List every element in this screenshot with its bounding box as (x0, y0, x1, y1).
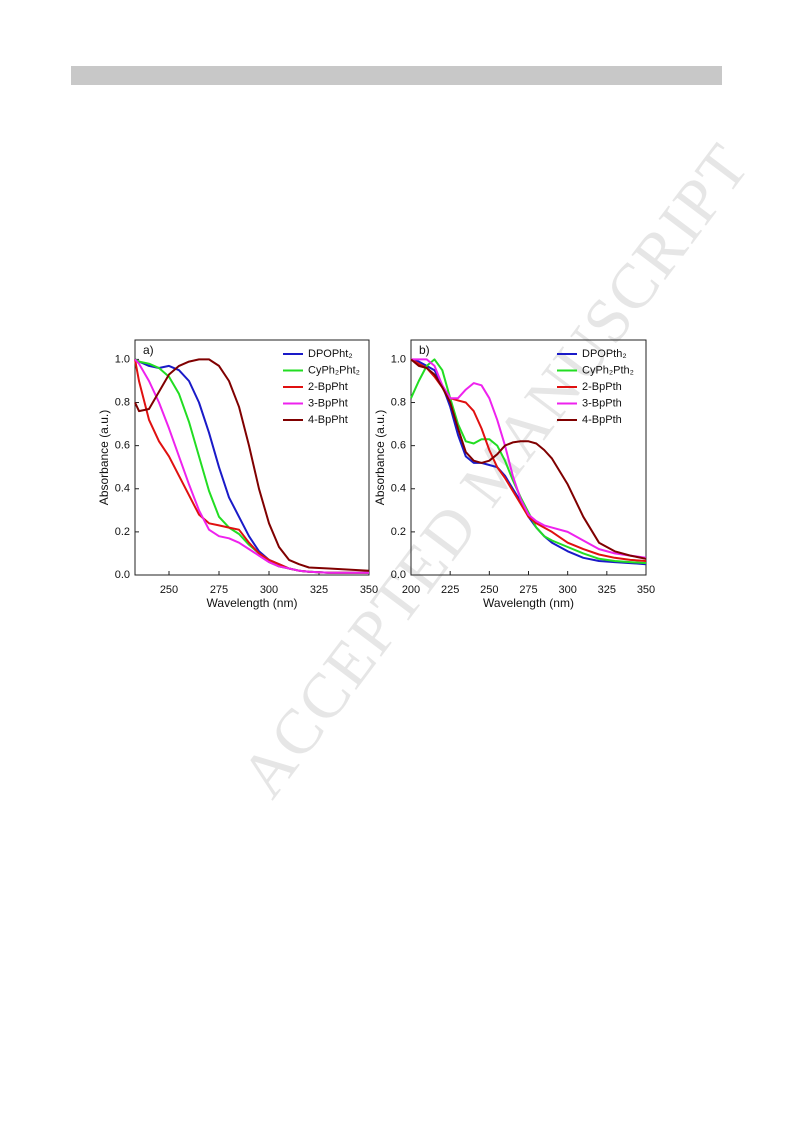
legend-label: CyPh₂Pth₂ (582, 364, 634, 376)
y-tick-label: 0.8 (115, 396, 130, 408)
x-tick-label: 325 (598, 584, 616, 596)
y-tick-label: 0.6 (115, 440, 130, 452)
y-tick-label: 1.0 (391, 353, 406, 365)
y-tick-label: 0.6 (391, 440, 406, 452)
legend-label: 2-BpPht (308, 381, 348, 393)
series-line (410, 358, 647, 565)
x-tick-label: 250 (480, 584, 498, 596)
x-tick-label: 350 (637, 584, 655, 596)
y-axis-label: Absorbance (a.u.) (373, 410, 387, 505)
y-tick-label: 0.2 (391, 526, 406, 538)
x-tick-label: 200 (402, 584, 420, 596)
series-line (410, 358, 647, 560)
header-bar (71, 66, 722, 85)
x-axis-label: Wavelength (nm) (207, 596, 298, 610)
x-tick-label: 275 (210, 584, 228, 596)
y-tick-label: 0.4 (391, 483, 406, 495)
legend-label: 4-BpPht (308, 414, 348, 426)
x-tick-label: 250 (160, 584, 178, 596)
series-line (134, 358, 369, 574)
legend-label: 2-BpPth (582, 381, 622, 393)
y-tick-label: 0.8 (391, 396, 406, 408)
legend-label: 3-BpPht (308, 397, 348, 409)
panel-label: a) (143, 343, 154, 357)
legend-label: CyPh₂Pht₂ (308, 364, 360, 376)
y-tick-label: 0.0 (115, 569, 130, 581)
x-tick-label: 275 (519, 584, 537, 596)
x-axis-label: Wavelength (nm) (483, 596, 574, 610)
panel-label: b) (419, 343, 430, 357)
y-tick-label: 0.0 (391, 569, 406, 581)
y-tick-label: 0.4 (115, 483, 130, 495)
legend-label: 4-BpPth (582, 414, 622, 426)
y-tick-label: 1.0 (115, 353, 130, 365)
y-axis-label: Absorbance (a.u.) (97, 410, 111, 505)
y-tick-label: 0.2 (115, 526, 130, 538)
legend-label: DPOPht₂ (308, 348, 353, 360)
legend-label: DPOPth₂ (582, 348, 627, 360)
x-tick-label: 325 (310, 584, 328, 596)
x-tick-label: 300 (260, 584, 278, 596)
x-tick-label: 300 (558, 584, 576, 596)
legend-label: 3-BpPth (582, 397, 622, 409)
x-tick-label: 350 (360, 584, 378, 596)
x-tick-label: 225 (441, 584, 459, 596)
plot-frame (134, 339, 370, 576)
series-line (134, 358, 370, 572)
